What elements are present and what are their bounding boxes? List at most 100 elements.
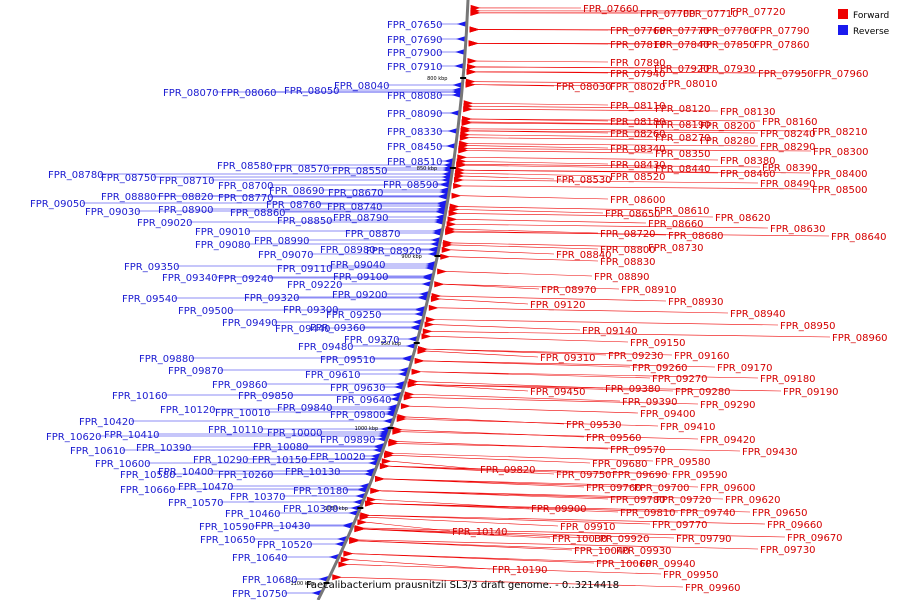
forward-gene-label[interactable]: FPR_08930 (668, 297, 724, 308)
forward-gene-label[interactable]: FPR_08830 (600, 257, 656, 268)
forward-gene-label[interactable]: FPR_08950 (780, 321, 836, 332)
forward-gene-label[interactable]: FPR_08120 (655, 104, 711, 115)
reverse-gene-label[interactable]: FPR_10260 (218, 470, 274, 481)
reverse-gene-label[interactable]: FPR_10650 (200, 535, 256, 546)
forward-gene-label[interactable]: FPR_07780 (700, 26, 756, 37)
reverse-gene-label[interactable]: FPR_08050 (284, 86, 340, 97)
forward-gene-label[interactable]: FPR_08640 (831, 232, 887, 243)
forward-gene-label[interactable]: FPR_08720 (600, 229, 656, 240)
forward-gene-label[interactable]: FPR_08160 (762, 117, 818, 128)
forward-gene-label[interactable]: FPR_09900 (531, 504, 587, 515)
forward-gene-label[interactable]: FPR_09750 (556, 470, 612, 481)
reverse-gene-label[interactable]: FPR_10290 (193, 455, 249, 466)
reverse-gene-label[interactable]: FPR_09070 (258, 250, 314, 261)
reverse-gene-label[interactable]: FPR_09840 (277, 403, 333, 414)
reverse-gene-label[interactable]: FPR_09030 (85, 207, 141, 218)
forward-gene-label[interactable]: FPR_09960 (685, 583, 741, 594)
reverse-gene-label[interactable]: FPR_08850 (277, 216, 333, 227)
forward-gene-label[interactable]: FPR_09400 (640, 409, 696, 420)
forward-gene-label[interactable]: FPR_08240 (760, 129, 816, 140)
forward-gene-label[interactable]: FPR_08730 (648, 243, 704, 254)
reverse-gene-label[interactable]: FPR_10430 (255, 521, 311, 532)
reverse-gene-label[interactable]: FPR_10570 (168, 498, 224, 509)
reverse-gene-label[interactable]: FPR_08700 (218, 181, 274, 192)
reverse-gene-label[interactable]: FPR_10590 (199, 522, 255, 533)
forward-gene-label[interactable]: FPR_08660 (648, 219, 704, 230)
reverse-gene-label[interactable]: FPR_09510 (320, 355, 376, 366)
reverse-gene-label[interactable]: FPR_09010 (195, 227, 251, 238)
forward-gene-label[interactable]: FPR_09950 (663, 570, 719, 581)
forward-gene-label[interactable]: FPR_09920 (594, 534, 650, 545)
reverse-gene-label[interactable]: FPR_10300 (283, 504, 339, 515)
reverse-gene-label[interactable]: FPR_10680 (242, 575, 298, 586)
forward-gene-label[interactable]: FPR_09670 (787, 533, 843, 544)
reverse-gene-label[interactable]: FPR_08740 (327, 202, 383, 213)
forward-gene-label[interactable]: FPR_09190 (783, 387, 839, 398)
reverse-gene-label[interactable]: FPR_09870 (168, 366, 224, 377)
forward-gene-label[interactable]: FPR_09430 (742, 447, 798, 458)
forward-gene-label[interactable]: FPR_07660 (583, 4, 639, 15)
reverse-gene-label[interactable]: FPR_08670 (328, 188, 384, 199)
reverse-gene-label[interactable]: FPR_08990 (254, 236, 310, 247)
reverse-gene-label[interactable]: FPR_08750 (101, 173, 157, 184)
forward-gene-label[interactable]: FPR_09690 (612, 470, 668, 481)
reverse-gene-label[interactable]: FPR_08690 (269, 186, 325, 197)
forward-gene-label[interactable]: FPR_09600 (700, 483, 756, 494)
forward-gene-label[interactable]: FPR_09180 (760, 374, 816, 385)
forward-gene-label[interactable]: FPR_08600 (610, 195, 666, 206)
reverse-gene-label[interactable]: FPR_09610 (305, 370, 361, 381)
forward-gene-label[interactable]: FPR_08490 (760, 179, 816, 190)
reverse-gene-label[interactable]: FPR_09860 (212, 380, 268, 391)
reverse-gene-label[interactable]: FPR_07900 (387, 48, 443, 59)
forward-gene-label[interactable]: FPR_09410 (660, 422, 716, 433)
reverse-gene-label[interactable]: FPR_10160 (112, 391, 168, 402)
reverse-gene-label[interactable]: FPR_09850 (238, 391, 294, 402)
forward-gene-label[interactable]: FPR_07720 (730, 7, 786, 18)
reverse-gene-label[interactable]: FPR_10110 (208, 425, 264, 436)
reverse-gene-label[interactable]: FPR_10390 (136, 443, 192, 454)
reverse-gene-label[interactable]: FPR_08450 (387, 142, 443, 153)
forward-gene-label[interactable]: FPR_09810 (620, 508, 676, 519)
reverse-gene-label[interactable]: FPR_08710 (159, 176, 215, 187)
forward-gene-label[interactable]: FPR_08970 (541, 285, 597, 296)
forward-gene-label[interactable]: FPR_09230 (608, 351, 664, 362)
reverse-gene-label[interactable]: FPR_08580 (217, 161, 273, 172)
forward-gene-label[interactable]: FPR_09420 (700, 435, 756, 446)
reverse-gene-label[interactable]: FPR_10620 (46, 432, 102, 443)
reverse-gene-label[interactable]: FPR_07650 (387, 20, 443, 31)
reverse-gene-label[interactable]: FPR_08920 (366, 246, 422, 257)
reverse-gene-label[interactable]: FPR_10130 (285, 467, 341, 478)
reverse-gene-label[interactable]: FPR_08060 (221, 88, 277, 99)
reverse-gene-label[interactable]: FPR_09500 (178, 306, 234, 317)
reverse-gene-label[interactable]: FPR_10410 (104, 430, 160, 441)
forward-gene-label[interactable]: FPR_09140 (582, 326, 638, 337)
reverse-gene-label[interactable]: FPR_09020 (137, 218, 193, 229)
forward-gene-label[interactable]: FPR_07790 (754, 26, 810, 37)
forward-gene-label[interactable]: FPR_09310 (540, 353, 596, 364)
forward-gene-label[interactable]: FPR_09680 (592, 459, 648, 470)
reverse-gene-label[interactable]: FPR_09040 (330, 260, 386, 271)
reverse-gene-label[interactable]: FPR_08590 (383, 180, 439, 191)
forward-gene-label[interactable]: FPR_08890 (594, 272, 650, 283)
reverse-gene-label[interactable]: FPR_08880 (101, 192, 157, 203)
forward-gene-label[interactable]: FPR_08400 (812, 169, 868, 180)
reverse-gene-label[interactable]: FPR_07690 (387, 35, 443, 46)
reverse-gene-label[interactable]: FPR_10580 (120, 470, 176, 481)
forward-gene-label[interactable]: FPR_08960 (832, 333, 888, 344)
forward-gene-label[interactable]: FPR_07930 (700, 64, 756, 75)
reverse-gene-label[interactable]: FPR_08780 (48, 170, 104, 181)
forward-gene-label[interactable]: FPR_07940 (610, 69, 666, 80)
reverse-gene-label[interactable]: FPR_10020 (310, 452, 366, 463)
forward-gene-label[interactable]: FPR_08610 (654, 206, 710, 217)
reverse-gene-label[interactable]: FPR_08330 (387, 127, 443, 138)
reverse-gene-label[interactable]: FPR_09640 (336, 395, 392, 406)
reverse-gene-label[interactable]: FPR_09880 (139, 354, 195, 365)
reverse-gene-label[interactable]: FPR_08040 (334, 81, 390, 92)
forward-gene-label[interactable]: FPR_08940 (730, 309, 786, 320)
reverse-gene-label[interactable]: FPR_09540 (122, 294, 178, 305)
reverse-gene-label[interactable]: FPR_09240 (218, 274, 274, 285)
reverse-gene-label[interactable]: FPR_10180 (293, 486, 349, 497)
reverse-gene-label[interactable]: FPR_08510 (387, 157, 443, 168)
forward-gene-label[interactable]: FPR_09820 (480, 465, 536, 476)
forward-gene-label[interactable]: FPR_09650 (752, 508, 808, 519)
